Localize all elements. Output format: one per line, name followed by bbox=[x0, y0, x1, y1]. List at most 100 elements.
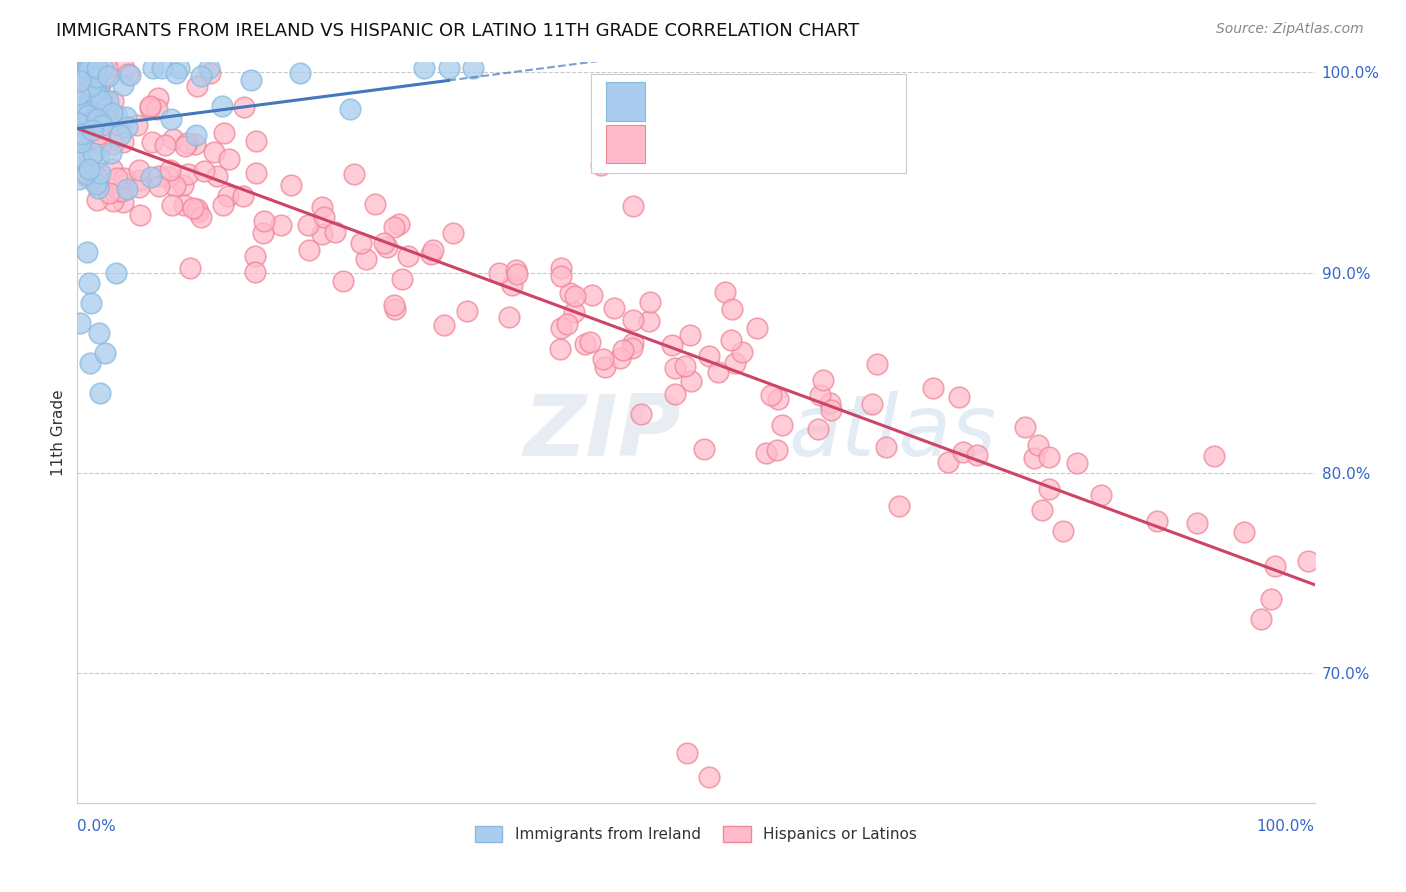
Point bbox=[128, 163, 150, 178]
Point bbox=[811, 374, 834, 388]
Point bbox=[101, 136, 124, 151]
Point bbox=[100, 145, 122, 160]
Text: 0.0%: 0.0% bbox=[77, 819, 117, 834]
Point bbox=[114, 110, 136, 124]
Point bbox=[86, 169, 108, 184]
Point bbox=[160, 112, 183, 126]
Point bbox=[693, 442, 716, 456]
Point bbox=[89, 385, 111, 400]
Point bbox=[707, 365, 730, 379]
Point bbox=[190, 69, 212, 83]
Point bbox=[966, 448, 988, 462]
Point bbox=[105, 266, 128, 280]
Text: -0.937: -0.937 bbox=[703, 135, 756, 153]
Point bbox=[157, 170, 180, 185]
Point bbox=[581, 288, 603, 302]
Point bbox=[69, 127, 91, 141]
Point bbox=[673, 359, 696, 373]
Point bbox=[146, 90, 169, 104]
Point bbox=[87, 176, 110, 190]
Point bbox=[759, 388, 782, 402]
Point bbox=[311, 200, 333, 214]
Point bbox=[621, 199, 644, 213]
Point bbox=[70, 127, 93, 141]
Point bbox=[640, 295, 662, 310]
Point bbox=[93, 113, 115, 128]
Point bbox=[77, 108, 100, 122]
Point bbox=[807, 422, 830, 436]
Point bbox=[550, 261, 572, 276]
Point bbox=[190, 210, 212, 224]
Point bbox=[67, 172, 90, 186]
Point bbox=[860, 397, 883, 411]
Point bbox=[747, 320, 769, 334]
Point bbox=[420, 246, 443, 260]
Point bbox=[101, 106, 124, 120]
Point bbox=[810, 388, 832, 402]
Point bbox=[112, 135, 135, 149]
Text: N =: N = bbox=[775, 135, 823, 153]
Point bbox=[172, 178, 194, 192]
Point bbox=[770, 417, 793, 432]
Point bbox=[105, 109, 128, 123]
Text: R =: R = bbox=[658, 135, 693, 153]
Point bbox=[205, 169, 228, 183]
Point bbox=[323, 225, 346, 239]
Point bbox=[84, 177, 107, 191]
Text: ZIP: ZIP bbox=[523, 391, 681, 475]
Point bbox=[75, 102, 97, 116]
Point bbox=[270, 218, 292, 232]
Point bbox=[75, 167, 97, 181]
Point bbox=[100, 161, 122, 176]
Point bbox=[67, 116, 90, 130]
Point bbox=[146, 102, 169, 116]
Point bbox=[755, 446, 778, 460]
Point bbox=[66, 131, 89, 145]
Point bbox=[354, 252, 377, 267]
Point bbox=[83, 85, 105, 99]
Point bbox=[1038, 450, 1060, 464]
Point bbox=[731, 345, 754, 359]
Point bbox=[80, 295, 103, 310]
Point bbox=[93, 345, 115, 359]
Point bbox=[86, 62, 108, 76]
Point bbox=[661, 337, 683, 351]
Point bbox=[153, 137, 176, 152]
Point bbox=[245, 134, 267, 148]
Point bbox=[86, 193, 108, 207]
Point bbox=[72, 107, 94, 121]
Point bbox=[77, 276, 100, 290]
Point bbox=[609, 351, 631, 365]
Point bbox=[936, 455, 959, 469]
Point bbox=[312, 210, 335, 224]
Point bbox=[1026, 438, 1049, 452]
Point bbox=[84, 87, 107, 102]
Point bbox=[96, 62, 118, 76]
Point bbox=[574, 336, 596, 351]
Point bbox=[84, 70, 107, 84]
Point bbox=[101, 94, 124, 108]
Text: R =: R = bbox=[658, 93, 693, 111]
Point bbox=[1066, 456, 1088, 470]
Point bbox=[555, 317, 578, 331]
Point bbox=[724, 356, 747, 370]
Point bbox=[80, 62, 103, 76]
Point bbox=[186, 202, 208, 216]
Point bbox=[174, 139, 197, 153]
Point bbox=[128, 208, 150, 222]
Point bbox=[697, 349, 720, 363]
Point bbox=[75, 97, 97, 112]
Point bbox=[76, 245, 98, 260]
Point bbox=[111, 194, 134, 209]
Point bbox=[105, 171, 128, 186]
Point bbox=[181, 201, 204, 215]
Point bbox=[721, 302, 744, 317]
Point bbox=[593, 360, 616, 375]
Point bbox=[76, 62, 98, 77]
Text: atlas: atlas bbox=[789, 391, 997, 475]
Point bbox=[621, 312, 644, 326]
Point bbox=[183, 136, 205, 151]
Point bbox=[101, 194, 124, 209]
Point bbox=[91, 118, 114, 132]
Point bbox=[110, 128, 132, 142]
